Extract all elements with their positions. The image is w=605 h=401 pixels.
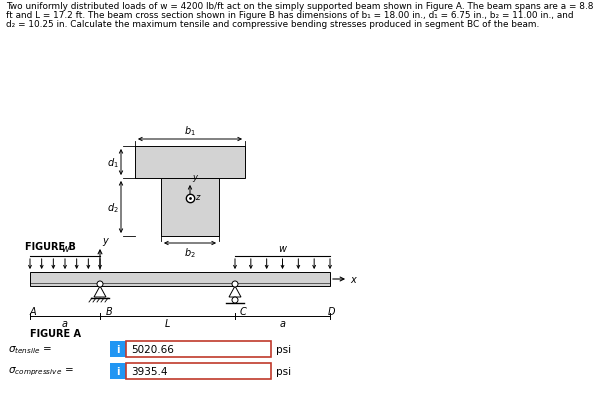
Text: y: y [102,235,108,245]
Text: 3935.4: 3935.4 [131,366,168,376]
Text: Two uniformly distributed loads of w = 4200 lb/ft act on the simply supported be: Two uniformly distributed loads of w = 4… [6,2,594,11]
Circle shape [97,281,103,287]
Text: x: x [350,274,356,284]
Text: $\sigma_{tensile}$ =: $\sigma_{tensile}$ = [8,343,52,355]
Text: w: w [278,243,287,253]
Text: a: a [280,318,286,328]
Text: psi: psi [276,344,291,354]
Text: FIGURE A: FIGURE A [30,328,81,338]
Text: psi: psi [276,366,291,376]
Text: A: A [30,306,37,316]
Bar [135,147,245,178]
Text: a: a [62,318,68,328]
Text: ft and L = 17.2 ft. The beam cross section shown in Figure B has dimensions of b: ft and L = 17.2 ft. The beam cross secti… [6,11,574,20]
Text: B: B [106,306,113,316]
Circle shape [232,281,238,287]
Text: $b_2$: $b_2$ [184,245,196,259]
Text: $d_2$: $d_2$ [107,200,119,215]
Text: C: C [240,306,247,316]
Text: $d_1$: $d_1$ [107,156,119,170]
Bar [110,363,126,379]
Bar [110,341,126,357]
Text: FIGURE B: FIGURE B [25,241,76,251]
Text: D: D [328,306,336,316]
Bar [161,178,219,237]
Text: z: z [195,193,200,202]
Polygon shape [94,286,106,297]
Text: d₂ = 10.25 in. Calculate the maximum tensile and compressive bending stresses pr: d₂ = 10.25 in. Calculate the maximum ten… [6,20,539,29]
Text: i: i [116,344,120,354]
Text: w: w [61,243,69,253]
Text: 5020.66: 5020.66 [131,344,174,354]
Text: $\sigma_{compressive}$ =: $\sigma_{compressive}$ = [8,365,74,377]
Polygon shape [229,286,241,297]
Text: L: L [165,318,170,328]
Bar [126,363,271,379]
Circle shape [232,297,238,303]
Text: $b_1$: $b_1$ [184,124,196,138]
Bar [126,341,271,357]
Text: i: i [116,366,120,376]
Text: y: y [192,172,197,182]
Bar [30,272,330,286]
